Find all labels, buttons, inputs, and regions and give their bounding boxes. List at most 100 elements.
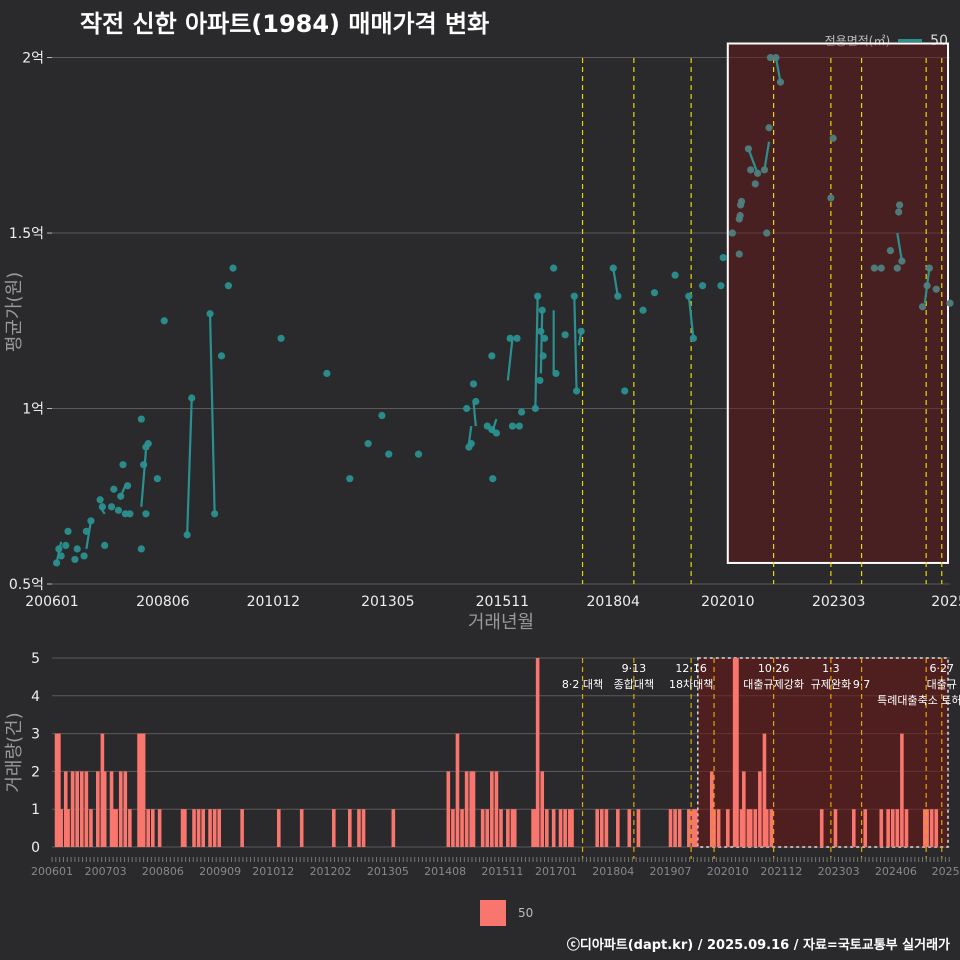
x-tick-label: 201305 bbox=[361, 594, 414, 610]
price-point bbox=[506, 334, 514, 342]
price-point bbox=[414, 450, 423, 458]
x-tick-label: 200806 bbox=[142, 865, 184, 878]
volume-bar bbox=[709, 771, 714, 847]
price-point bbox=[827, 194, 835, 202]
volume-bar bbox=[627, 809, 632, 847]
footer-credit: ⓒ디아파트(dapt.kr) / 2025.09.16 / 자료=국토교통부 실… bbox=[566, 938, 950, 953]
volume-bar bbox=[769, 809, 774, 847]
volume-bar bbox=[471, 771, 476, 847]
policy-annotation: 10·26 bbox=[758, 662, 790, 675]
policy-annotation: 1·3 bbox=[822, 662, 840, 675]
price-point bbox=[870, 264, 879, 272]
chart-title: 작전 신한 아파트(1984) 매매가격 변화 bbox=[80, 10, 490, 38]
volume-bar bbox=[668, 809, 673, 847]
price-point bbox=[925, 264, 933, 272]
volume-bar bbox=[563, 809, 567, 847]
price-point bbox=[126, 510, 134, 518]
volume-bar bbox=[469, 771, 474, 847]
price-point bbox=[763, 229, 771, 237]
policy-annotation: 12·16 bbox=[675, 662, 707, 675]
price-point bbox=[52, 559, 61, 567]
price-point bbox=[153, 475, 161, 483]
price-point bbox=[73, 545, 81, 553]
volume-bar bbox=[929, 809, 934, 847]
price-point bbox=[98, 503, 106, 511]
volume-bar bbox=[118, 771, 123, 847]
price-point bbox=[531, 404, 539, 413]
price-point bbox=[57, 552, 65, 560]
volume-bar bbox=[512, 809, 517, 847]
price-point bbox=[277, 334, 285, 342]
price-point bbox=[472, 397, 480, 406]
x-tick-label: 201804 bbox=[592, 865, 634, 878]
y-tick-label: 1억 bbox=[22, 402, 44, 418]
price-point bbox=[737, 197, 746, 206]
volume-bar bbox=[240, 809, 244, 847]
volume-bar bbox=[925, 809, 929, 847]
price-point bbox=[751, 180, 759, 188]
volume-bar bbox=[616, 809, 620, 847]
price-point bbox=[82, 527, 90, 535]
volume-bar bbox=[742, 771, 746, 847]
volume-bar bbox=[79, 771, 84, 847]
policy-annotation: 규제완화 bbox=[811, 678, 851, 691]
price-point bbox=[469, 380, 478, 388]
price-point bbox=[101, 541, 109, 549]
price-point bbox=[536, 376, 544, 385]
y-tick-label: 2 bbox=[31, 764, 40, 780]
price-point bbox=[728, 229, 736, 237]
x-tick-label: 201408 bbox=[424, 865, 466, 878]
volume-bar bbox=[357, 809, 361, 847]
policy-annotation: 특례대출축소 토허제 해제 bbox=[877, 693, 960, 707]
volume-bar bbox=[567, 809, 572, 847]
price-point bbox=[539, 352, 547, 360]
policy-annotation: 9·7 bbox=[853, 678, 871, 691]
price-point bbox=[206, 310, 214, 318]
volume-bar bbox=[446, 771, 451, 847]
x-tick-label: 202112 bbox=[760, 865, 802, 878]
x-tick-label: 202010 bbox=[701, 594, 754, 610]
price-point bbox=[765, 124, 773, 132]
volume-bar bbox=[63, 771, 68, 847]
price-point bbox=[895, 208, 903, 216]
volume-bar bbox=[886, 809, 890, 847]
price-point bbox=[570, 292, 578, 300]
x-tick-label: 2025 bbox=[931, 594, 960, 610]
volume-bar bbox=[276, 809, 281, 847]
x-tick-label: 201804 bbox=[587, 594, 641, 610]
price-line-segment bbox=[612, 267, 619, 297]
volume-bar bbox=[451, 809, 455, 847]
volume-bar bbox=[758, 771, 762, 847]
y-tick-label: 4 bbox=[31, 689, 40, 705]
policy-annotation: 종합대책 bbox=[614, 678, 654, 691]
price-line-segment bbox=[774, 57, 782, 83]
price-line-segment bbox=[763, 141, 771, 171]
price-point bbox=[540, 334, 549, 342]
volume-bar bbox=[604, 809, 609, 847]
price-point bbox=[183, 531, 191, 539]
volume-bar bbox=[506, 809, 510, 847]
volume-bar bbox=[535, 658, 540, 847]
volume-bar bbox=[391, 809, 396, 847]
volume-bar bbox=[485, 809, 490, 847]
y-tick-label: 0 bbox=[31, 840, 40, 856]
price-point bbox=[735, 250, 743, 258]
price-point bbox=[877, 264, 885, 272]
price-point bbox=[932, 285, 940, 293]
price-point bbox=[552, 369, 560, 378]
x-tick-label: 201511 bbox=[476, 594, 529, 610]
volume-bar bbox=[545, 809, 549, 847]
y-axis-label: 평균가(원) bbox=[4, 272, 25, 352]
price-chart: 0.5억 1억 1.5억 2억 200601 200806 201012 201305 2015… bbox=[4, 42, 960, 633]
volume-bar bbox=[208, 809, 212, 847]
price-point bbox=[114, 506, 123, 514]
price-point bbox=[80, 552, 88, 560]
price-point bbox=[140, 461, 148, 469]
x-tick-label: 202010 bbox=[707, 865, 749, 878]
price-point bbox=[107, 503, 116, 511]
x-tick-label: 200806 bbox=[136, 594, 190, 610]
volume-bar bbox=[499, 809, 503, 847]
price-point bbox=[772, 53, 780, 62]
volume-bar bbox=[712, 809, 716, 847]
volume-bar bbox=[691, 809, 696, 847]
